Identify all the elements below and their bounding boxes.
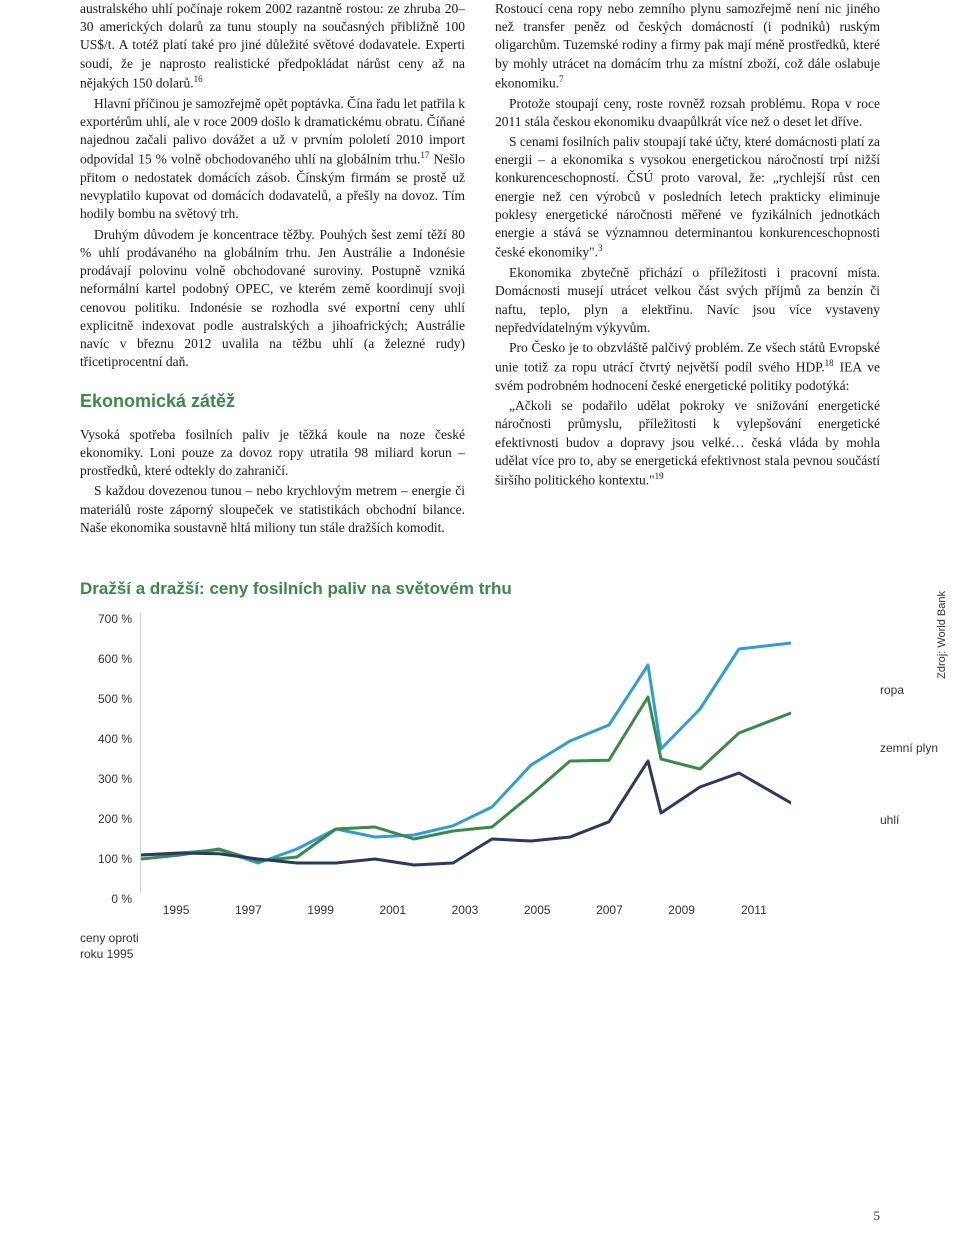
x-tick-label: 2009 bbox=[646, 903, 718, 917]
x-tick-label: 1995 bbox=[140, 903, 212, 917]
section-heading: Ekonomická zátěž bbox=[80, 389, 465, 413]
right-column: Rostoucí cena ropy nebo zemního plynu sa… bbox=[495, 0, 880, 539]
paragraph: Pro Česko je to obzvláště palčivý problé… bbox=[495, 339, 880, 395]
left-column: australského uhlí počínaje rokem 2002 ra… bbox=[80, 0, 465, 539]
x-tick-label: 2001 bbox=[357, 903, 429, 917]
paragraph: S každou dovezenou tunou – nebo krychlov… bbox=[80, 482, 465, 537]
legend-label: zemní plyn bbox=[880, 741, 938, 755]
paragraph: Ekonomika zbytečně přichází o příležitos… bbox=[495, 264, 880, 337]
x-tick-label: 1999 bbox=[284, 903, 356, 917]
x-tick-label: 2003 bbox=[429, 903, 501, 917]
x-axis: 199519971999200120032005200720092011 bbox=[140, 903, 790, 917]
x-tick-label: 1997 bbox=[212, 903, 284, 917]
paragraph: Hlavní příčinou je samozřejmě opět poptá… bbox=[80, 95, 465, 224]
page-number: 5 bbox=[874, 1208, 881, 1224]
x-axis-caption: ceny oproti roku 1995 bbox=[80, 931, 160, 962]
paragraph: Druhým důvodem je koncentrace těžby. Pou… bbox=[80, 226, 465, 372]
paragraph: Vysoká spotřeba fosilních paliv je těžká… bbox=[80, 426, 465, 481]
chart-plot: ropazemní plynuhlí bbox=[140, 613, 790, 893]
chart-svg bbox=[141, 613, 791, 893]
y-axis: 700 %600 %500 %400 %300 %200 %100 %0 % bbox=[80, 613, 140, 893]
chart-title: Dražší a dražší: ceny fosilních paliv na… bbox=[80, 579, 880, 599]
text-columns: australského uhlí počínaje rokem 2002 ra… bbox=[80, 0, 880, 539]
legend-label: ropa bbox=[880, 683, 904, 697]
chart-container: Dražší a dražší: ceny fosilních paliv na… bbox=[80, 579, 880, 962]
x-tick-label: 2005 bbox=[501, 903, 573, 917]
paragraph: Rostoucí cena ropy nebo zemního plynu sa… bbox=[495, 0, 880, 93]
paragraph: S cenami fosilních paliv stoupají také ú… bbox=[495, 133, 880, 262]
x-tick-label: 2007 bbox=[573, 903, 645, 917]
chart-source: Zdroj: World Bank bbox=[936, 591, 948, 679]
chart-series-line bbox=[141, 697, 791, 861]
paragraph: australského uhlí počínaje rokem 2002 ra… bbox=[80, 0, 465, 93]
x-tick-label: 2011 bbox=[718, 903, 790, 917]
paragraph: Protože stoupají ceny, roste rovněž rozs… bbox=[495, 95, 880, 131]
legend-label: uhlí bbox=[880, 813, 899, 827]
chart-series-line bbox=[141, 761, 791, 865]
paragraph: „Ačkoli se podařilo udělat pokroky ve sn… bbox=[495, 397, 880, 490]
